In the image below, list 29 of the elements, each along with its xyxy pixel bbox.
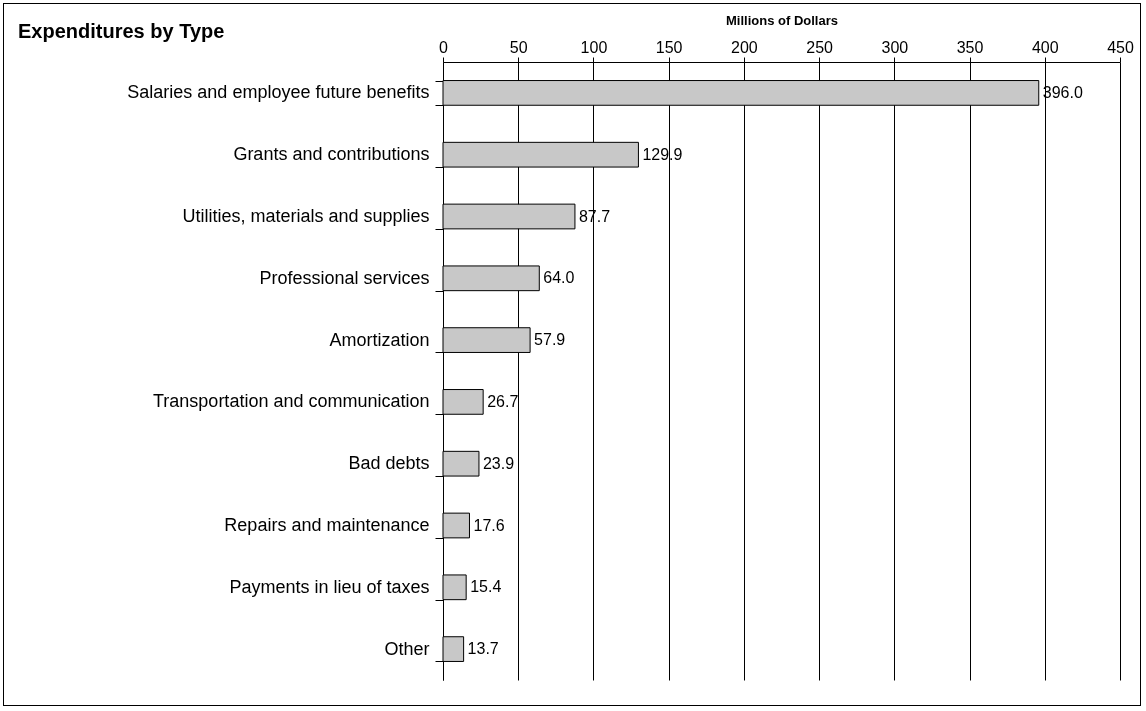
x-tick-label: 450: [1107, 38, 1134, 56]
y-tick-label: Payments in lieu of taxes: [229, 576, 430, 597]
data-label: 64.0: [543, 269, 575, 287]
y-tick-label: Amortization: [329, 329, 430, 350]
data-label: 23.9: [482, 454, 515, 472]
x-tick-label: 250: [806, 38, 834, 56]
x-tick-label: 50: [509, 38, 528, 56]
x-tick-label: 400: [1031, 38, 1059, 56]
data-label: 17.6: [473, 516, 505, 534]
y-tick-label: Other: [384, 638, 430, 659]
x-tick-label: 200: [731, 38, 758, 56]
data-label: 15.4: [470, 578, 502, 596]
data-label: 26.7: [487, 392, 519, 410]
y-tick-label: Transportation and communication: [153, 391, 430, 412]
x-tick-label: 150: [655, 38, 683, 56]
x-axis-title: Millions of Dollars: [726, 12, 838, 28]
x-tick-label: 100: [580, 38, 608, 56]
y-tick-label: Repairs and maintenance: [224, 515, 430, 535]
y-tick-label: Bad debts: [348, 453, 430, 474]
text: Expenditures by Type: [18, 20, 225, 42]
x-tick-label: 0: [439, 38, 449, 56]
y-tick-label: Salaries and employee future benefits: [127, 82, 430, 103]
y-tick-label: Professional services: [259, 267, 430, 288]
y-tick-label: Grants and contributions: [233, 144, 430, 165]
data-label: 57.9: [534, 331, 566, 349]
x-tick-label: 300: [881, 38, 909, 56]
y-tick-label: Utilities, materials and supplies: [182, 206, 430, 226]
x-tick-label: 350: [956, 38, 984, 56]
data-label: 13.7: [467, 640, 499, 658]
